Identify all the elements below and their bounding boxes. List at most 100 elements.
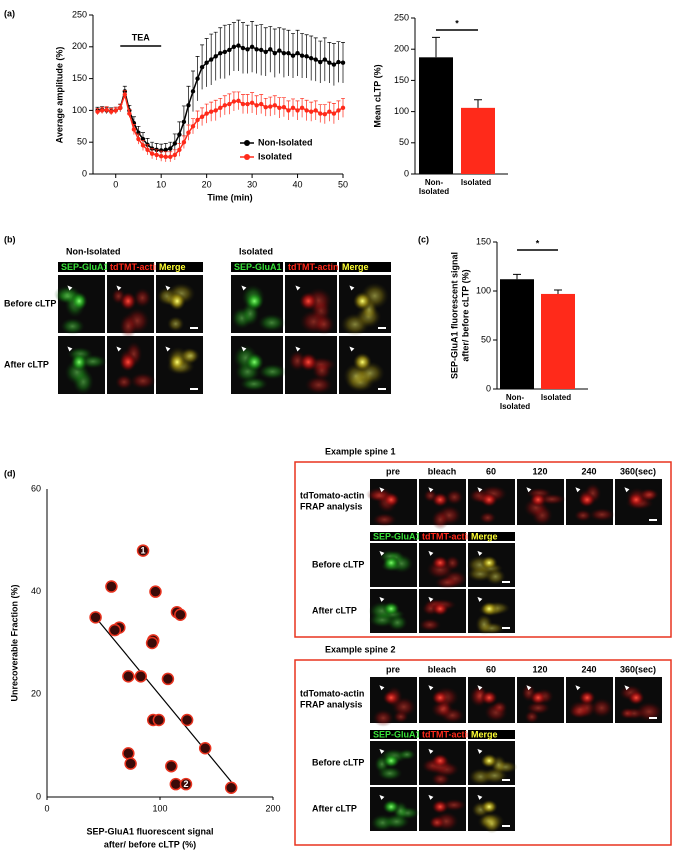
point <box>165 759 178 773</box>
point <box>198 741 212 755</box>
signal <box>372 709 394 727</box>
signal <box>133 287 152 308</box>
signal <box>475 613 493 635</box>
channel-label: Merge <box>471 531 498 541</box>
timepoint-label: pre <box>386 664 400 674</box>
point <box>258 47 264 53</box>
y-axis-label: Mean cLTP (%) <box>372 64 382 127</box>
spine <box>70 352 88 372</box>
point <box>124 757 137 770</box>
point <box>186 103 191 108</box>
signal <box>383 813 410 830</box>
point <box>190 89 196 94</box>
channel-label: Merge <box>159 262 186 272</box>
y-tick-label: 100 <box>476 285 491 295</box>
signal <box>115 374 134 390</box>
spine <box>480 555 498 570</box>
point <box>169 777 183 791</box>
x-tick-label: 50 <box>338 179 348 189</box>
arrowhead <box>241 346 247 352</box>
point <box>122 670 135 683</box>
spine <box>382 753 400 768</box>
point <box>181 140 187 145</box>
x-tick-label: 40 <box>293 179 303 189</box>
row-label: Before cLTP <box>312 757 364 767</box>
legend-marker <box>244 154 250 160</box>
arrowhead <box>526 685 532 691</box>
point <box>231 44 237 49</box>
channel-label: tdTMT-actin <box>422 729 473 739</box>
channel-label: tdTMT-actin <box>288 262 339 272</box>
signal <box>119 313 138 339</box>
group-title: Isolated <box>239 246 273 256</box>
y-tick-label: 150 <box>394 75 409 85</box>
y-tick-label: 150 <box>476 236 491 246</box>
scale-bar <box>502 627 510 629</box>
timepoint-label: 60 <box>486 466 496 476</box>
point <box>318 59 323 65</box>
scale-bar <box>649 519 657 521</box>
arrowhead <box>477 487 483 493</box>
point <box>127 111 132 116</box>
timepoint-label: bleach <box>428 664 457 674</box>
spine <box>70 291 88 311</box>
channel-label: SEP-GluA1 <box>234 262 282 272</box>
point <box>254 47 259 52</box>
spine <box>353 291 372 311</box>
point <box>222 103 228 108</box>
point <box>199 114 205 119</box>
spine <box>382 690 400 706</box>
signal <box>590 698 613 718</box>
scale-bar <box>190 327 198 329</box>
panel-label: (b) <box>4 234 16 244</box>
channel-header <box>107 262 154 272</box>
spine <box>382 492 400 508</box>
spine <box>627 690 645 706</box>
y-tick-label: 150 <box>72 73 87 83</box>
arrowhead <box>575 685 581 691</box>
point <box>290 53 296 58</box>
point <box>190 124 196 129</box>
y-axis-label: SEP-GluA1 fluorescent signal <box>449 252 459 379</box>
point <box>286 108 291 113</box>
signal <box>398 748 416 761</box>
spine <box>578 690 596 706</box>
channel-label: Merge <box>471 729 498 739</box>
signal <box>524 710 540 724</box>
point <box>186 130 191 135</box>
error-bar <box>474 99 482 108</box>
x-tick-label: 10 <box>156 179 166 189</box>
spine <box>431 492 449 508</box>
point <box>104 107 109 112</box>
arrowhead <box>379 748 385 754</box>
point <box>154 152 159 158</box>
arrowhead <box>379 487 385 493</box>
point <box>299 53 305 58</box>
point <box>158 153 164 159</box>
channel-label: tdTMT-actin <box>110 262 161 272</box>
point <box>122 92 128 97</box>
point <box>263 105 268 110</box>
point <box>249 44 255 49</box>
signal <box>130 372 156 390</box>
signal <box>377 766 403 781</box>
point <box>263 49 268 55</box>
x-tick-label: 100 <box>152 803 167 813</box>
signal <box>181 348 200 364</box>
scale-bar <box>502 779 510 781</box>
row-label: Before cLTP <box>312 559 364 569</box>
frap-label: tdTomato-actin <box>300 490 364 500</box>
spine <box>480 492 498 508</box>
point <box>224 781 238 795</box>
channel-label: SEP-GluA1 <box>373 531 421 541</box>
channel-header <box>285 262 337 272</box>
arrowhead <box>67 285 73 291</box>
spine <box>480 601 498 616</box>
arrowhead <box>379 794 385 800</box>
significance-star: * <box>455 18 459 28</box>
spine <box>168 352 186 372</box>
spine <box>480 799 498 814</box>
point <box>331 111 337 116</box>
point <box>245 47 250 52</box>
